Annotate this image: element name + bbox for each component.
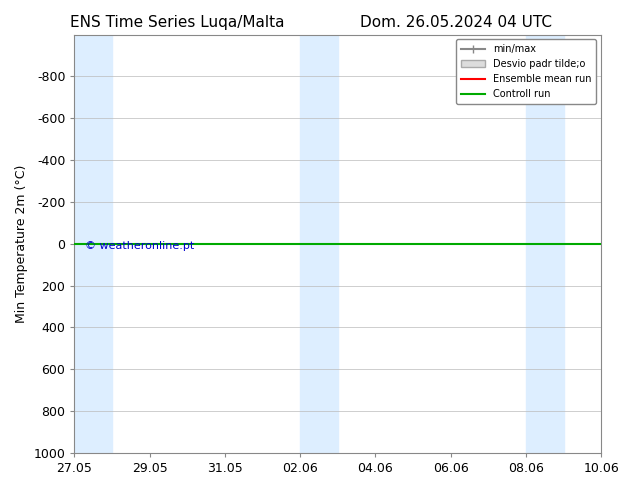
Legend: min/max, Desvio padr tilde;o, Ensemble mean run, Controll run: min/max, Desvio padr tilde;o, Ensemble m… bbox=[456, 40, 596, 104]
Bar bbox=[300, 35, 338, 453]
Bar bbox=[74, 35, 112, 453]
Text: ENS Time Series Luqa/Malta: ENS Time Series Luqa/Malta bbox=[70, 15, 285, 30]
Y-axis label: Min Temperature 2m (°C): Min Temperature 2m (°C) bbox=[15, 165, 28, 323]
Bar bbox=[526, 35, 564, 453]
Text: Dom. 26.05.2024 04 UTC: Dom. 26.05.2024 04 UTC bbox=[361, 15, 552, 30]
Text: © weatheronline.pt: © weatheronline.pt bbox=[85, 241, 194, 251]
